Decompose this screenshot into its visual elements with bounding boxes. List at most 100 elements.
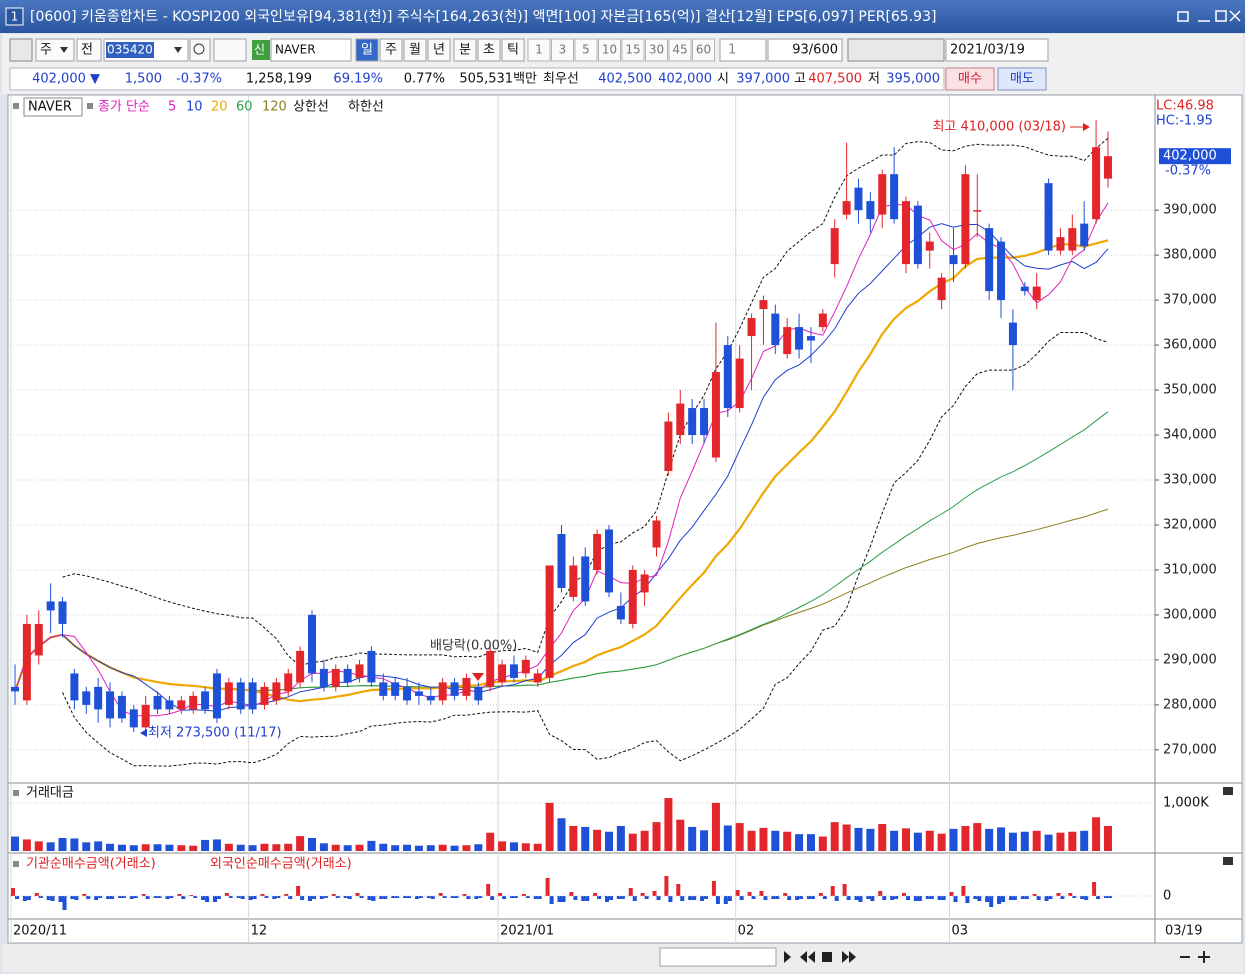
lower-band	[62, 332, 1109, 767]
close-panel-button[interactable]	[1223, 787, 1233, 795]
net-buy-bar	[1107, 896, 1112, 898]
volume-bar	[1032, 830, 1041, 851]
candle-body	[212, 673, 221, 719]
panel-title: 거래대금	[26, 786, 74, 801]
candle-body	[308, 614, 316, 674]
volume-bar	[201, 839, 210, 851]
volume-bar	[1068, 831, 1077, 851]
unit-box[interactable]	[719, 38, 767, 62]
net-buy-bar	[58, 896, 63, 902]
volume-bar	[771, 830, 780, 851]
candle-body	[711, 372, 720, 458]
volume-bar	[985, 828, 994, 851]
search-button[interactable]	[189, 38, 211, 62]
interval-button[interactable]	[645, 38, 668, 62]
net-buy-bar	[711, 881, 716, 896]
net-buy-bar	[866, 896, 871, 899]
net-buy-bar	[359, 896, 364, 898]
interval-button[interactable]	[668, 38, 692, 62]
period-button[interactable]	[427, 38, 451, 62]
net-buy-bar	[462, 894, 467, 896]
net-buy-bar	[965, 896, 970, 903]
net-buy-bar	[818, 893, 823, 896]
date-box[interactable]	[945, 38, 1049, 62]
window-controls[interactable]	[1177, 10, 1241, 22]
x-tick-label: 12	[251, 924, 268, 939]
moving-average	[14, 223, 1109, 712]
net-buy-bar	[94, 896, 99, 900]
interval-button[interactable]	[598, 38, 621, 62]
quote-field: 505,531백만	[459, 72, 537, 87]
sound-button[interactable]	[213, 38, 247, 62]
net-buy-bar	[759, 891, 764, 896]
dividend-marker	[472, 673, 484, 681]
net-buy-bar	[486, 884, 491, 896]
market-select[interactable]	[35, 38, 75, 62]
net-buy-bar	[296, 886, 301, 896]
net-buy-bar	[201, 896, 206, 900]
interval-button[interactable]	[574, 38, 598, 62]
scroll-track[interactable]	[659, 947, 777, 967]
interval-button[interactable]	[621, 38, 645, 62]
zoom-buttons[interactable]	[1180, 951, 1210, 963]
net-buy-bar	[300, 896, 305, 900]
volume-bar	[498, 841, 507, 851]
interval-button[interactable]	[692, 38, 715, 62]
volume-bar	[212, 839, 221, 851]
candle-body	[1020, 286, 1029, 292]
net-buy-bar	[466, 896, 471, 899]
scroll-buttons[interactable]	[784, 951, 856, 963]
candle-body	[759, 300, 768, 310]
volume-bar	[331, 844, 340, 851]
quote-field: 402,500	[598, 72, 652, 87]
volume-bar	[878, 824, 887, 851]
net-buy-bar	[537, 896, 542, 899]
dropdown-arrow	[60, 47, 68, 53]
period-button[interactable]	[403, 38, 427, 62]
period-button[interactable]	[501, 38, 525, 62]
net-buy-bar	[1032, 894, 1037, 896]
net-buy-bar	[870, 896, 875, 901]
volume-bar	[842, 824, 851, 851]
stock-code: 035420	[107, 43, 153, 57]
quote-field: 1,258,199	[246, 72, 312, 87]
net-buy-bar	[676, 884, 681, 896]
net-buy-bar	[664, 876, 669, 896]
net-buy-bar	[925, 896, 930, 899]
y-tick-label: 300,000	[1163, 607, 1217, 622]
candle-body	[1068, 228, 1077, 251]
buy-button[interactable]	[945, 67, 995, 91]
period-button[interactable]	[355, 38, 379, 62]
window-badge-box	[5, 7, 24, 26]
y-tick-label: 350,000	[1163, 383, 1217, 398]
interval-button[interactable]	[551, 38, 574, 62]
close-panel-button[interactable]	[1223, 857, 1233, 865]
net-buy-bar	[640, 893, 645, 896]
net-buy-bar	[878, 891, 883, 896]
interval-button[interactable]	[527, 38, 551, 62]
net-buy-bar	[1044, 896, 1049, 901]
volume-bar	[129, 845, 138, 851]
net-buy-bar	[763, 896, 768, 900]
layout-icon[interactable]	[9, 38, 33, 62]
interval-label: 45	[672, 43, 687, 57]
net-buy-bar	[426, 896, 431, 898]
net-buy-bar	[343, 896, 348, 898]
candle-body	[640, 574, 649, 593]
period-button[interactable]	[477, 38, 501, 62]
count-box[interactable]	[767, 38, 843, 62]
period-button[interactable]	[379, 38, 403, 62]
period-button[interactable]	[453, 38, 477, 62]
tool-icons[interactable]	[847, 38, 945, 62]
volume-bar	[343, 845, 352, 851]
candle-body	[462, 677, 471, 696]
x-tick-label: 03	[952, 924, 969, 939]
candle-body	[106, 691, 115, 719]
low-annotation: 최저 273,500 (11/17)	[148, 726, 282, 741]
net-buy-bar	[38, 896, 43, 898]
adjust-button[interactable]	[76, 38, 102, 62]
volume-bar	[664, 798, 673, 851]
volume-bar	[818, 836, 827, 851]
net-buy-bar	[1048, 896, 1053, 899]
sell-button[interactable]	[997, 67, 1047, 91]
